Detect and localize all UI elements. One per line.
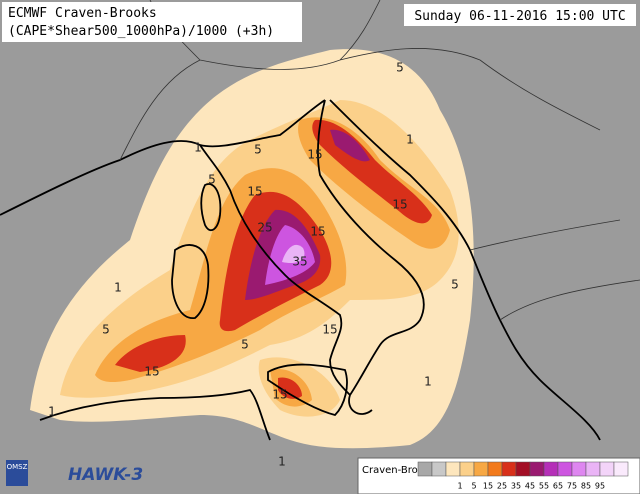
contour-label: 15 <box>310 225 325 239</box>
legend-tick-label: 15 <box>483 482 493 491</box>
legend-swatch <box>529 461 545 477</box>
legend-swatch <box>459 461 475 477</box>
legend-swatch <box>599 461 615 477</box>
legend-swatch <box>487 461 503 477</box>
contour-label: 5 <box>241 338 249 352</box>
contour-label: 1 <box>424 375 432 389</box>
legend-swatch <box>515 461 531 477</box>
legend-tick-label: 1 <box>457 482 462 491</box>
coastline-balkans <box>329 99 601 441</box>
legend-tick-label: 5 <box>471 482 476 491</box>
coastline-sardinia <box>171 244 210 319</box>
product-name: HAWK-3 <box>68 465 143 485</box>
field-55 <box>282 244 305 264</box>
contour-label: 35 <box>292 255 307 269</box>
subtitle: (CAPE*Shear500_1000hPa)/1000 (+3h) <box>8 24 274 39</box>
coastline-corsica <box>200 183 222 232</box>
agency-name: OMSZ <box>7 463 28 471</box>
contour-label: 15 <box>272 388 287 402</box>
legend-swatch <box>431 461 447 477</box>
time-box <box>404 4 636 26</box>
legend-swatch <box>613 461 629 477</box>
contour-label: 1 <box>114 281 122 295</box>
legend-tick-label: 85 <box>581 482 591 491</box>
timestamp: Sunday 06-11-2016 15:00 UTC <box>414 9 625 24</box>
legend-swatch <box>585 461 601 477</box>
legend-swatch <box>543 461 559 477</box>
legend-tick-label: 65 <box>553 482 563 491</box>
contour-label: 5 <box>102 323 110 337</box>
contour-label: 5 <box>254 143 262 157</box>
agency-logo <box>6 460 28 486</box>
contour-label: 15 <box>307 148 322 162</box>
borders <box>119 0 640 321</box>
legend-tick-label: 25 <box>497 482 507 491</box>
legend-swatch <box>571 461 587 477</box>
contour-label: 15 <box>392 198 407 212</box>
legend: 1 5 15 25 35 45 55 65 75 85 95 <box>417 461 629 491</box>
legend-tick-label: 55 <box>539 482 549 491</box>
title-box <box>2 2 302 42</box>
contour-label: 1 <box>48 405 56 419</box>
coastline-africa <box>39 388 271 441</box>
coastline <box>0 99 425 415</box>
legend-swatch <box>501 461 517 477</box>
contour-label: 1 <box>406 133 414 147</box>
legend-swatch <box>445 461 461 477</box>
contour-label: 1 <box>194 141 202 155</box>
contour-label: 15 <box>247 185 262 199</box>
legend-tick-label: 45 <box>525 482 535 491</box>
legend-tick-label: 75 <box>567 482 577 491</box>
coastline-sicily <box>267 363 348 416</box>
legend-tick-label: 35 <box>511 482 521 491</box>
contour-label: 5 <box>396 61 404 75</box>
legend-swatch <box>557 461 573 477</box>
contour-label: 1 <box>278 455 286 469</box>
legend-swatch <box>473 461 489 477</box>
legend-tick-label: 95 <box>595 482 605 491</box>
contour-label: 15 <box>322 323 337 337</box>
contour-label: 15 <box>144 365 159 379</box>
legend-swatch <box>417 461 433 477</box>
title: ECMWF Craven-Brooks <box>8 6 157 21</box>
contour-label: 5 <box>451 278 459 292</box>
legend-title: Craven-Brooks <box>362 465 435 476</box>
contour-label: 5 <box>208 173 216 187</box>
contour-label: 25 <box>257 221 272 235</box>
